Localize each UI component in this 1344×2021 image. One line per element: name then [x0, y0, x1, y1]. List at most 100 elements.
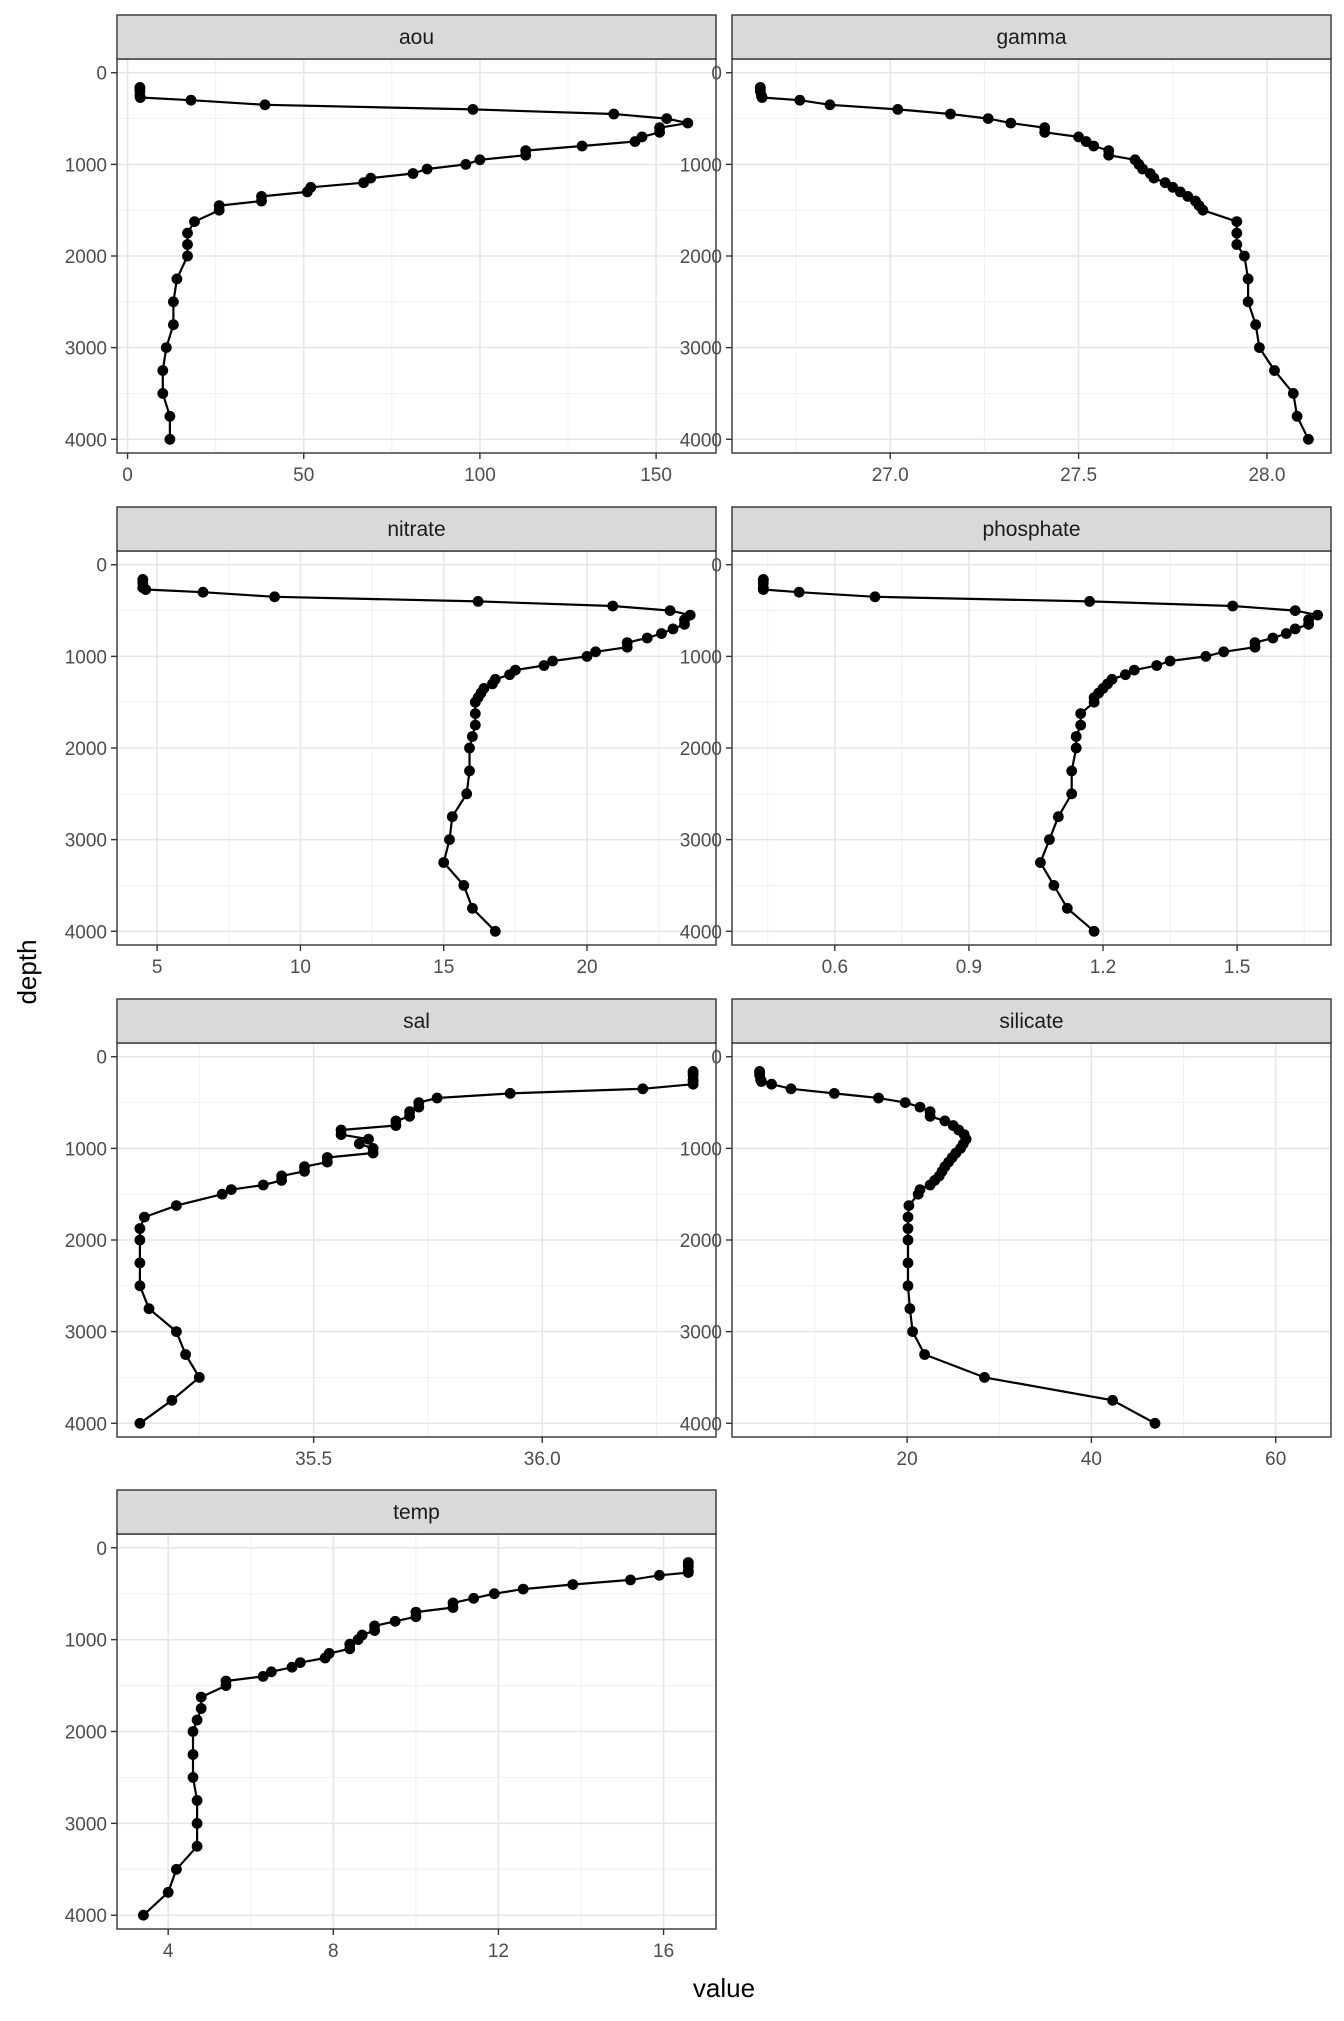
- data-point: [461, 788, 473, 800]
- data-point: [1005, 117, 1017, 129]
- data-point: [1289, 623, 1301, 635]
- data-point: [793, 586, 805, 598]
- data-point: [464, 742, 475, 754]
- data-point: [1242, 296, 1254, 308]
- data-point: [520, 149, 532, 161]
- data-point: [134, 1417, 146, 1429]
- data-point: [902, 1234, 914, 1246]
- data-point: [1061, 902, 1073, 914]
- data-point: [182, 250, 193, 262]
- x-tick-label: 4: [163, 1941, 174, 1962]
- data-point: [654, 1569, 665, 1581]
- data-point: [390, 1120, 402, 1131]
- data-point: [899, 1097, 911, 1108]
- data-point: [256, 195, 267, 207]
- data-point: [785, 1083, 797, 1095]
- y-tick-label: 2000: [65, 739, 107, 760]
- x-tick-label: 40: [1081, 1449, 1102, 1470]
- data-point: [363, 1133, 374, 1145]
- x-tick-label: 150: [640, 465, 672, 486]
- data-point: [1231, 216, 1243, 228]
- data-point: [682, 117, 694, 129]
- data-point: [902, 1280, 914, 1292]
- x-tick-label: 36.0: [524, 1449, 561, 1470]
- data-point: [912, 1188, 924, 1200]
- data-point: [220, 1680, 232, 1691]
- data-point: [982, 113, 994, 124]
- data-point: [197, 586, 209, 598]
- data-point: [1039, 126, 1051, 138]
- x-tick-label: 35.5: [295, 1449, 332, 1470]
- y-tick-label: 3000: [680, 339, 722, 360]
- x-tick-label: 60: [1265, 1449, 1286, 1470]
- data-point: [286, 1661, 298, 1673]
- data-point: [547, 655, 558, 667]
- data-point: [654, 126, 665, 138]
- data-point: [869, 591, 881, 603]
- data-point: [1164, 655, 1176, 667]
- data-point: [134, 1223, 146, 1234]
- data-point: [873, 1092, 884, 1104]
- panel-silicate: silicate 0 1000 2000 3000 4000 20 40 60: [680, 998, 1332, 1470]
- facet-strip-label: silicate: [999, 1010, 1063, 1033]
- x-tick-label: 20: [897, 1449, 918, 1470]
- data-point: [607, 600, 619, 612]
- data-point: [134, 92, 146, 103]
- data-point: [919, 1349, 930, 1360]
- data-point: [756, 92, 768, 103]
- data-point: [166, 1394, 178, 1406]
- x-tick-label: 5: [152, 957, 163, 978]
- data-point: [1249, 641, 1261, 653]
- data-point: [902, 1223, 914, 1234]
- data-point: [191, 1714, 203, 1726]
- data-point: [1066, 788, 1078, 800]
- data-point: [164, 410, 176, 422]
- data-point: [641, 632, 653, 644]
- data-point: [189, 216, 200, 228]
- y-tick-label: 1000: [65, 1139, 107, 1160]
- data-point: [299, 1165, 310, 1177]
- data-point: [191, 1795, 203, 1806]
- data-point: [1303, 618, 1314, 630]
- y-tick-label: 4000: [65, 1414, 107, 1435]
- data-point: [682, 1567, 694, 1578]
- data-point: [1227, 600, 1239, 612]
- facet-strip: [116, 506, 717, 552]
- y-tick-label: 0: [96, 64, 107, 85]
- data-point: [301, 186, 313, 198]
- data-point: [464, 765, 475, 777]
- data-point: [1197, 204, 1209, 216]
- x-tick-label: 0.6: [822, 957, 848, 978]
- data-point: [138, 1909, 149, 1921]
- y-tick-label: 3000: [65, 831, 107, 852]
- facet-strip-label: aou: [399, 26, 434, 49]
- data-point: [679, 618, 690, 630]
- y-tick-label: 2000: [65, 247, 107, 268]
- data-point: [171, 273, 183, 285]
- data-point: [259, 99, 271, 111]
- data-point: [321, 1156, 333, 1168]
- y-tick-label: 0: [711, 64, 722, 85]
- x-tick-label: 15: [433, 957, 454, 978]
- data-point: [358, 177, 369, 189]
- data-point: [180, 1349, 192, 1360]
- data-point: [216, 1188, 228, 1200]
- data-point: [1218, 646, 1230, 658]
- data-point: [213, 204, 225, 216]
- data-point: [1052, 811, 1064, 823]
- data-point: [1128, 664, 1140, 676]
- panel-sal: sal 0 1000 2000 3000 4000 35.5 36.0: [65, 998, 717, 1470]
- data-point: [608, 108, 620, 120]
- data-point: [458, 880, 470, 891]
- data-point: [1242, 273, 1254, 285]
- data-point: [1291, 410, 1303, 422]
- data-point: [1035, 857, 1046, 868]
- data-point: [1148, 172, 1160, 184]
- data-point: [134, 1234, 146, 1246]
- y-tick-label: 3000: [65, 1814, 107, 1835]
- data-point: [469, 719, 481, 731]
- y-tick-label: 1000: [680, 647, 722, 668]
- data-point: [168, 296, 179, 308]
- data-point: [1088, 696, 1100, 708]
